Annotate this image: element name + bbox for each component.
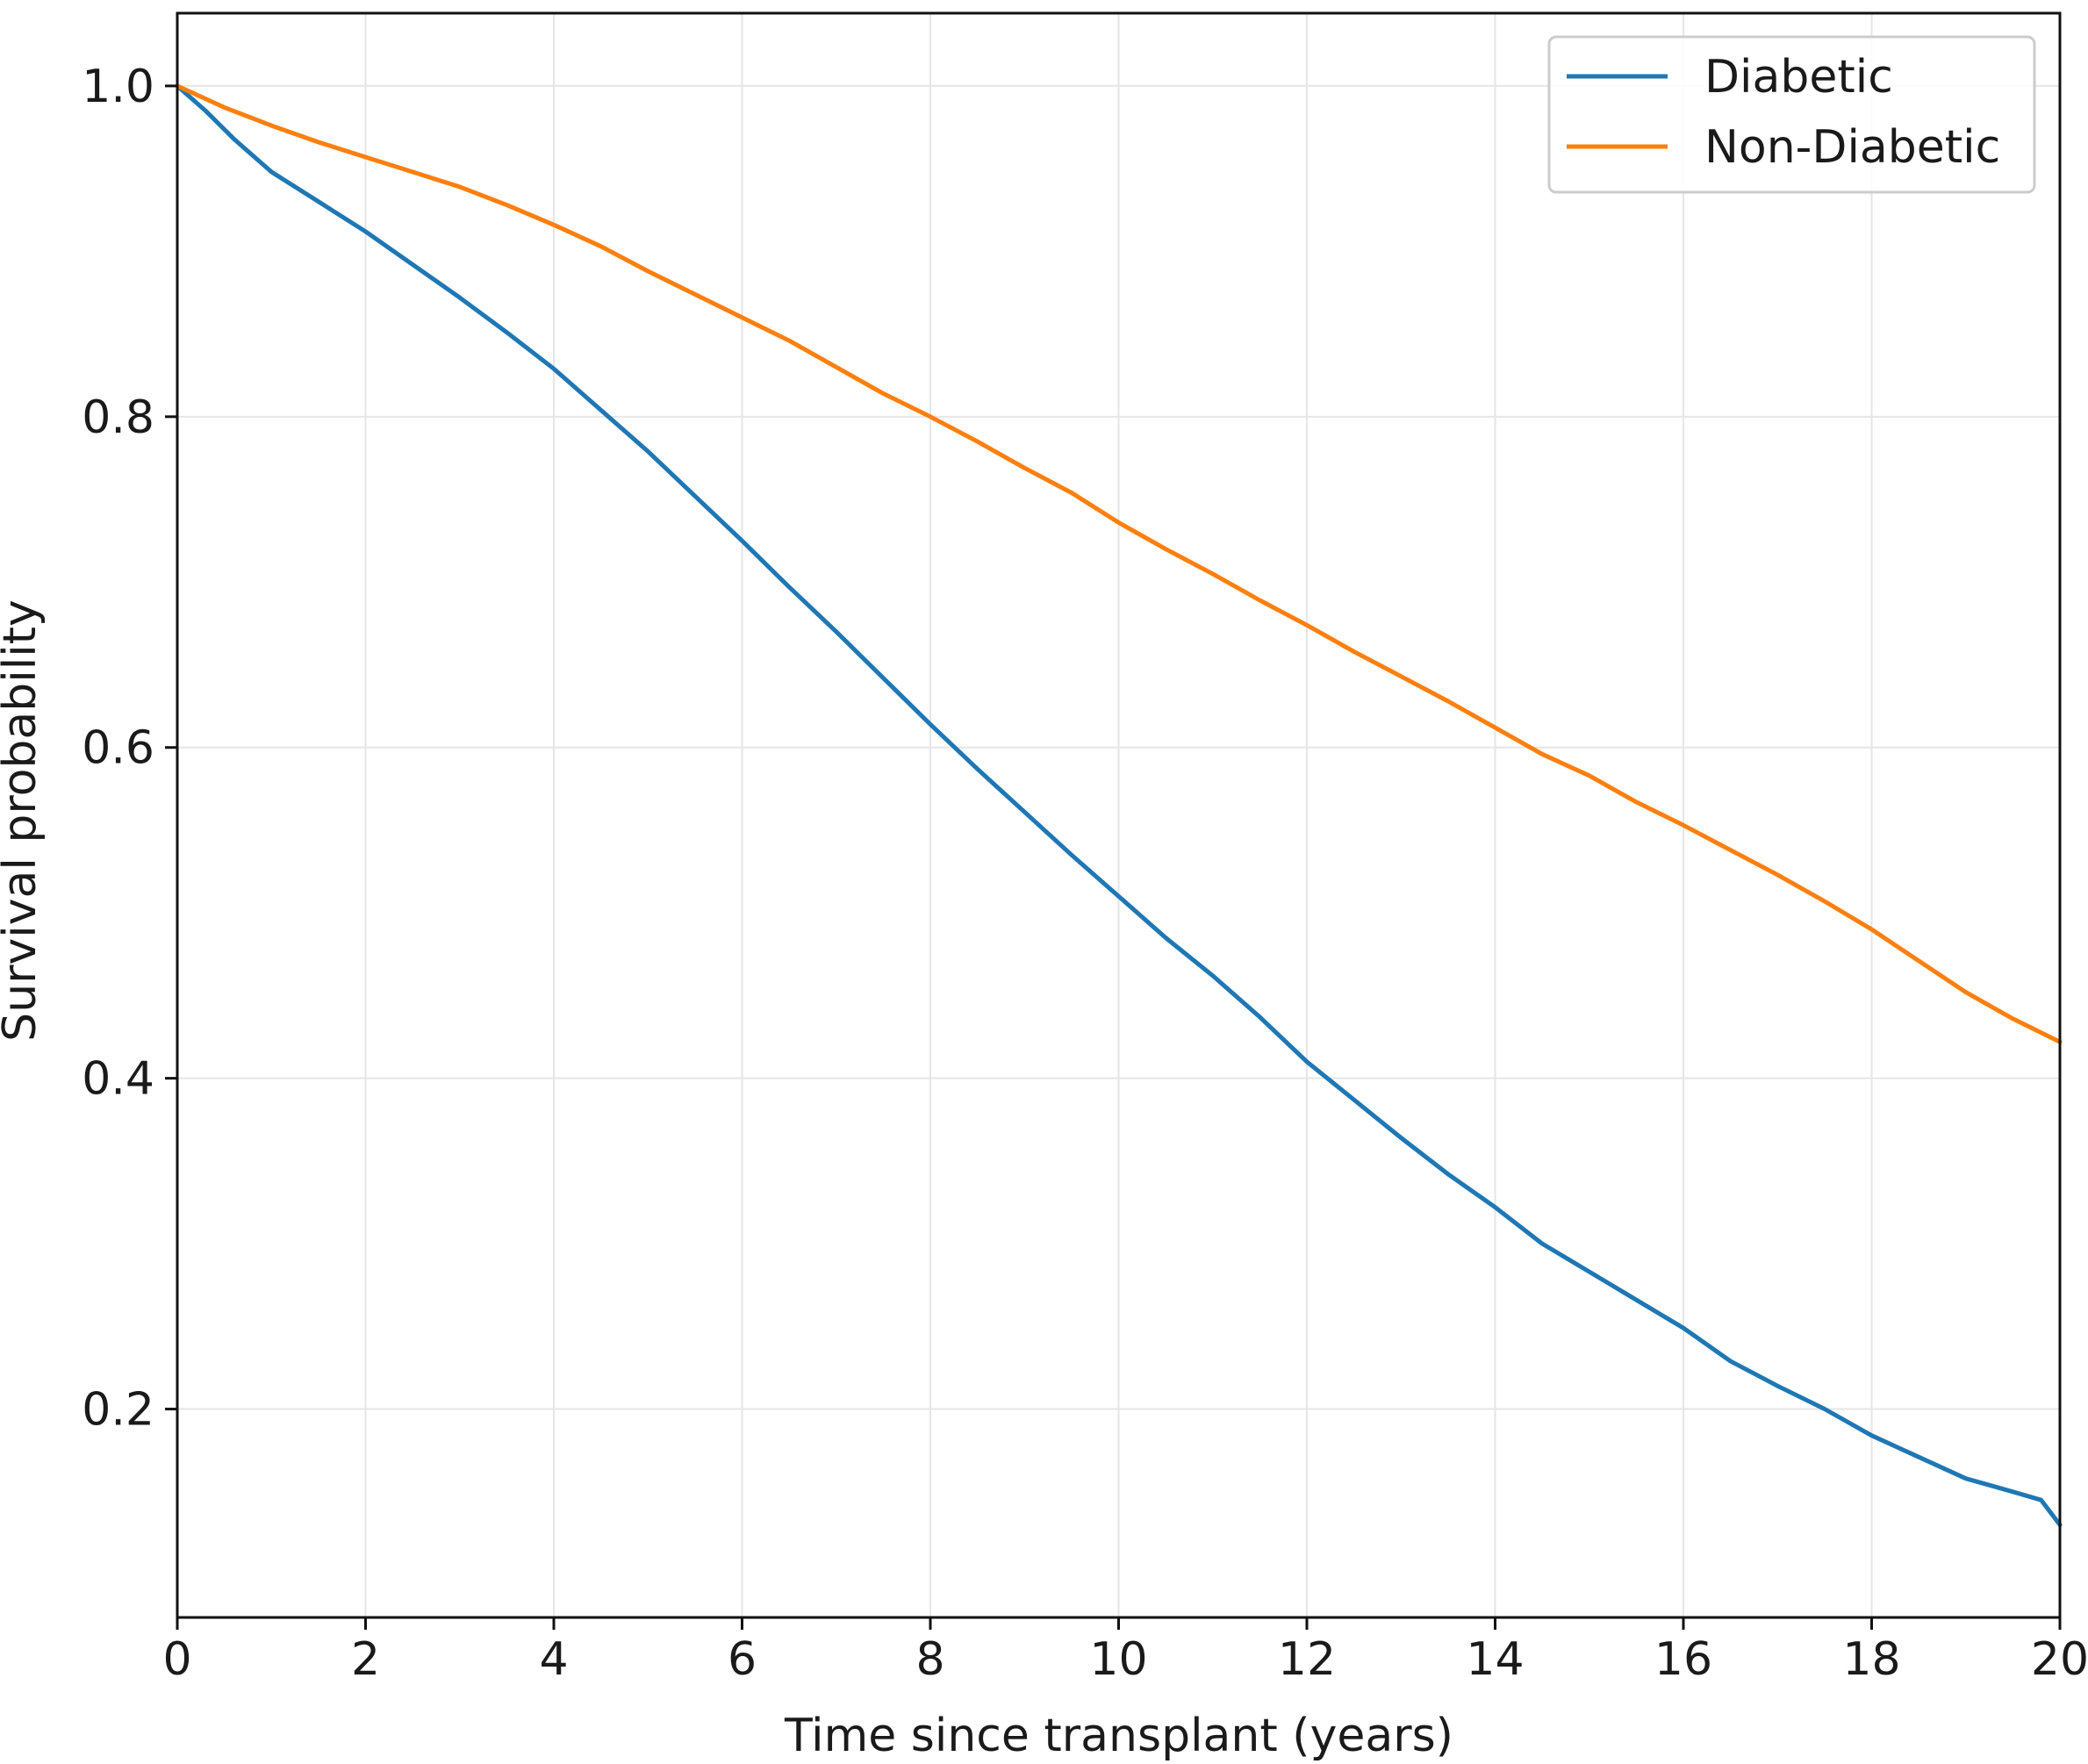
x-axis-label: Time since transplant (years) (784, 1710, 1453, 1762)
x-tick-label: 18 (1842, 1633, 1900, 1686)
y-tick-label: 0.2 (82, 1384, 154, 1437)
x-tick-label: 6 (728, 1633, 757, 1686)
legend: Diabetic Non-Diabetic (1547, 35, 2036, 194)
y-tick-label: 0.8 (82, 391, 154, 444)
y-tick-label: 1.0 (82, 61, 154, 113)
legend-box (1547, 35, 2036, 194)
x-tick-label: 16 (1654, 1633, 1712, 1686)
x-tick-label: 14 (1466, 1633, 1524, 1686)
y-axis-label: Survival probability (0, 599, 47, 1042)
legend-label-diabetic: Diabetic (1704, 51, 1893, 104)
y-axis-ticks: 0.2 0.4 0.6 0.8 1.0 (82, 61, 177, 1437)
x-tick-label: 12 (1278, 1633, 1336, 1686)
series-line-non-diabetic (175, 83, 2063, 1044)
x-axis-ticks: 0 2 4 6 8 10 12 14 16 18 20 (162, 1617, 2088, 1686)
series-lines (175, 83, 2063, 1527)
y-tick-label: 0.6 (82, 722, 154, 775)
series-line-diabetic (175, 83, 2063, 1527)
x-tick-label: 0 (162, 1633, 191, 1686)
x-tick-label: 10 (1089, 1633, 1147, 1686)
x-tick-label: 4 (539, 1633, 568, 1686)
y-tick-label: 0.4 (82, 1053, 154, 1106)
legend-label-non-diabetic: Non-Diabetic (1704, 121, 2000, 174)
x-tick-label: 8 (915, 1633, 944, 1686)
x-tick-label: 20 (2031, 1633, 2088, 1686)
x-tick-label: 2 (351, 1633, 380, 1686)
